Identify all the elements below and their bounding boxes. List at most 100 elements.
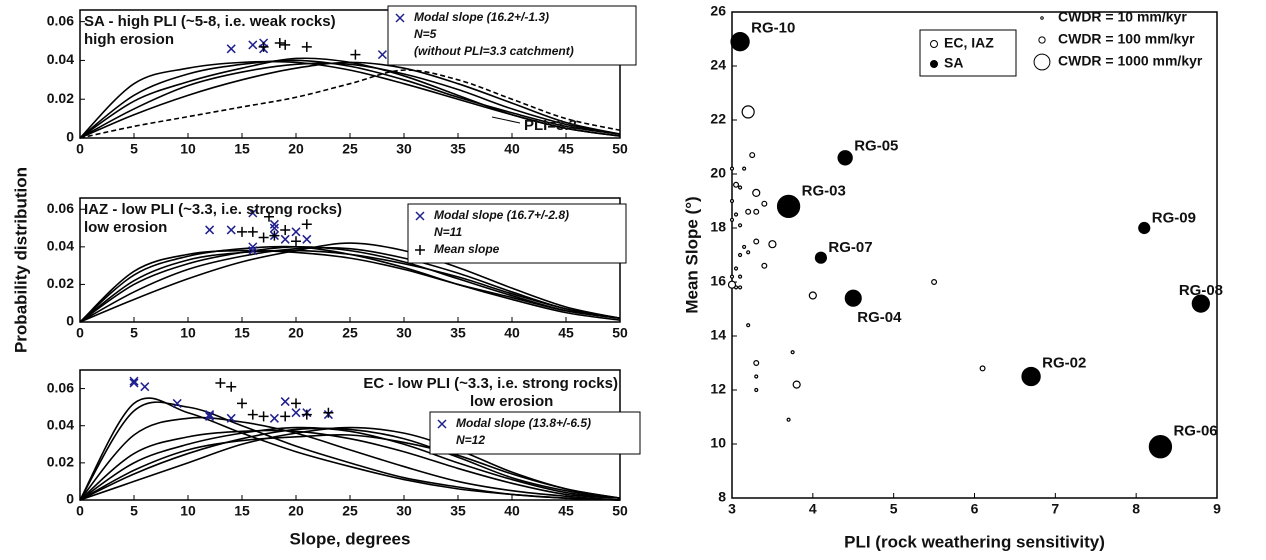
point [729,274,735,279]
legend-label: Modal slope (16.7+/-2.8) [434,208,569,222]
x-tick-label: 0 [76,503,84,519]
x-tick-label: 5 [130,503,138,519]
x-tick-label: 25 [342,325,358,341]
point-label: RG-07 [828,239,872,256]
legend-box [407,203,627,264]
point [931,279,938,285]
x-tick-label: 35 [450,141,466,157]
legend-box [429,411,641,455]
y-tick-label: 8 [718,489,726,505]
y-tick-label: 26 [710,3,726,19]
curve [79,426,621,501]
y-tick-label: 0.02 [47,454,74,470]
x-tick-label: 45 [558,325,574,341]
marker [205,411,215,421]
curve [79,69,621,139]
point-label: RG-08 [1179,282,1223,299]
point [1021,366,1041,387]
point-label: RG-06 [1173,423,1217,440]
legend-box [919,29,1017,77]
legend-label: SA [944,55,963,71]
annotation-leader [491,116,521,124]
marker [301,409,312,420]
y-tick-label: 0.02 [47,275,74,291]
marker [415,211,425,221]
y-tick-label: 0 [66,313,74,329]
marker [226,44,236,54]
x-tick-label: 0 [76,141,84,157]
point [808,291,817,300]
x-tick-label: 45 [558,503,574,519]
y-tick-label: 0.06 [47,379,74,395]
x-tick-label: 30 [396,503,412,519]
point [730,32,750,52]
marker [264,211,274,222]
y-tick-label: 0.06 [47,200,74,216]
marker [248,40,258,50]
marker [301,41,312,52]
point-label: RG-05 [854,138,898,155]
marker [301,219,312,230]
panel-title: EC - low PLI (~3.3, i.e. strong rocks) [363,375,618,392]
point [768,240,777,249]
x-tick-label: 40 [504,503,520,519]
point-label: RG-02 [1042,354,1086,371]
marker [129,378,139,388]
size-legend-label: CWDR = 1000 mm/kyr [1058,53,1203,69]
y-tick-label: 0.04 [47,416,74,432]
panel-subtitle: low erosion [84,219,167,236]
point [738,285,743,290]
y-tick-label: 16 [710,273,726,289]
marker [437,419,447,429]
curve [79,242,621,323]
point [729,198,735,204]
y-axis-label: Probability distribution [11,167,30,353]
point [1191,294,1210,313]
marker [258,41,269,52]
x-tick-label: 20 [288,141,304,157]
legend-box [387,5,637,66]
point-label: RG-10 [751,20,795,37]
x-tick-label: 30 [396,141,412,157]
x-tick-label: 35 [450,325,466,341]
point [738,274,743,279]
curve [79,62,621,139]
marker [247,226,258,237]
point-label: RG-04 [857,309,902,326]
marker [258,411,269,422]
point [753,208,760,215]
point [792,380,801,389]
point [741,105,755,119]
curve [79,246,621,323]
curve [79,429,621,501]
legend-note: N=12 [456,433,485,447]
point [979,365,986,372]
x-tick-label: 20 [288,503,304,519]
point [837,150,853,166]
point [844,289,862,307]
marker [140,382,150,392]
legend-label: Modal slope (13.8+/-6.5) [456,416,591,430]
y-tick-label: 20 [710,165,726,181]
size-legend-symbol [1033,53,1051,71]
y-tick-label: 14 [710,327,726,343]
size-legend-label: CWDR = 10 mm/kyr [1058,9,1187,25]
panel-subtitle: low erosion [470,393,553,410]
point [761,262,768,269]
x-axis-label: PLI (rock weathering sensitivity) [844,532,1105,551]
marker [269,230,280,241]
point [754,374,759,379]
point [742,244,747,249]
marker [280,397,290,407]
x-tick-label: 30 [396,325,412,341]
x-tick-label: 5 [890,501,898,517]
x-tick-label: 25 [342,503,358,519]
x-tick-label: 4 [809,501,817,517]
point [729,217,735,222]
curve [79,433,621,501]
y-tick-label: 18 [710,219,726,235]
curve [79,426,621,501]
y-tick-label: 12 [710,381,726,397]
y-tick-label: 0.06 [47,12,74,28]
point [753,238,760,245]
